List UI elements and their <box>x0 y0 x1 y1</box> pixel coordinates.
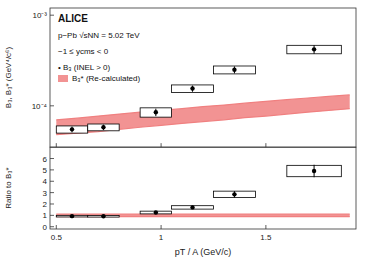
legend-swatch <box>58 75 68 82</box>
y-tick <box>50 181 54 182</box>
x-tick <box>265 225 266 229</box>
band-edge <box>56 109 349 135</box>
y-tick-label: 2 <box>43 200 48 209</box>
y-axis-label: Ratio to B₃* <box>4 167 13 209</box>
x-tick <box>161 225 162 229</box>
band-edge <box>56 95 349 120</box>
syst-box <box>140 211 171 214</box>
syst-box <box>88 124 119 131</box>
syst-box <box>140 108 171 117</box>
x-tick-label: 1 <box>159 233 164 242</box>
y-tick <box>50 15 54 16</box>
x-tick <box>56 225 57 229</box>
x-tick <box>265 143 266 147</box>
chart: 10⁻⁴ 10⁻³ B₃, B₃* (GeV⁴/c⁶) ALICE p−Pb √sNN … <box>0 0 366 261</box>
syst-box <box>213 191 255 197</box>
x-axis-label: pT / A (GeV/c) <box>175 247 231 257</box>
syst-box <box>172 206 214 209</box>
y-tick-label: 10⁻⁴ <box>32 102 48 111</box>
x-tick <box>161 143 162 147</box>
band <box>56 214 349 217</box>
y-tick <box>50 192 54 193</box>
y-tick <box>50 226 54 227</box>
y-tick-label: 1 <box>43 211 48 220</box>
point <box>190 205 194 209</box>
x-tick-label: 1.5 <box>260 233 272 242</box>
syst-box <box>172 85 214 93</box>
y-axis-label: B₃, B₃* (GeV⁴/c⁶) <box>4 47 13 109</box>
point <box>101 214 105 218</box>
syst-box <box>287 45 341 53</box>
band-edge <box>56 216 349 217</box>
syst-box <box>56 126 87 133</box>
point <box>70 214 74 218</box>
y-tick-label: 5 <box>43 166 48 175</box>
y-tick <box>50 203 54 204</box>
point <box>190 86 194 90</box>
x-tick-label: 0.5 <box>51 233 63 242</box>
y-tick-label: 6 <box>43 155 48 164</box>
point <box>154 210 158 214</box>
frame <box>50 147 356 229</box>
point <box>154 110 158 114</box>
band <box>56 95 349 135</box>
point <box>70 127 74 131</box>
point <box>312 169 316 173</box>
y-tick <box>50 215 54 216</box>
annotation: ALICE <box>58 13 88 24</box>
point <box>101 125 105 129</box>
syst-box <box>213 66 255 74</box>
annotation: p−Pb √sNN = 5.02 TeV <box>58 31 140 40</box>
point <box>232 192 236 196</box>
band-edge <box>56 213 349 214</box>
frame <box>50 8 356 147</box>
x-tick <box>56 143 57 147</box>
y-tick-label: 3 <box>43 189 48 198</box>
y-tick-label: 4 <box>43 177 48 186</box>
legend-label: B₃* (Re-calculated) <box>72 74 141 83</box>
y-tick <box>50 169 54 170</box>
plot-area <box>56 165 349 219</box>
point <box>312 47 316 51</box>
annotation: −1 ≤ ycms < 0 <box>58 47 109 56</box>
y-tick <box>50 158 54 159</box>
plot-area <box>56 45 349 134</box>
point <box>232 68 236 72</box>
y-tick-label: 0 <box>43 223 48 232</box>
y-tick <box>50 105 54 106</box>
syst-box <box>287 165 341 176</box>
y-tick-label: 10⁻³ <box>32 11 47 20</box>
annotation: • B₃ (INEL > 0) <box>58 63 111 72</box>
